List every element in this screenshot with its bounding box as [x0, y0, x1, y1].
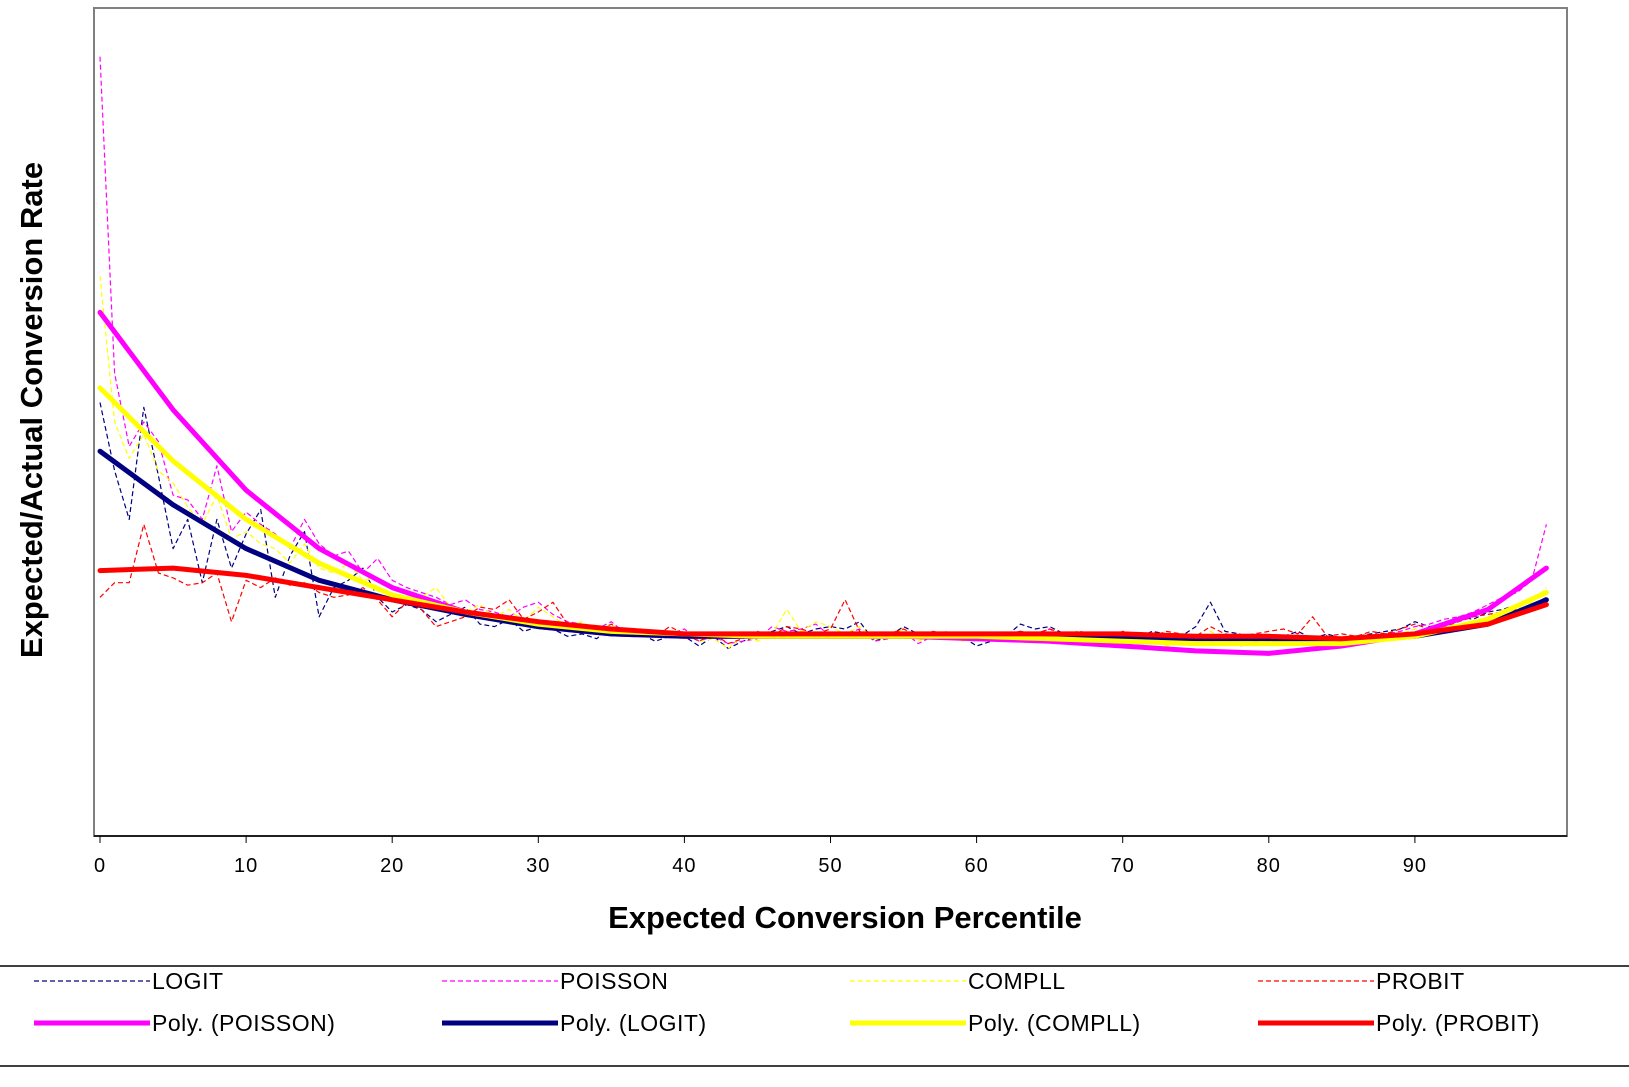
legend-label-compll: COMPLL [968, 968, 1066, 994]
x-tick-label: 50 [818, 855, 842, 877]
legend-label-poly-logit: Poly. (LOGIT) [560, 1010, 707, 1036]
x-tick-label: 70 [1111, 855, 1135, 877]
legend-label-poly-compll: Poly. (COMPLL) [968, 1010, 1141, 1036]
legend-label-probit: PROBIT [1376, 968, 1465, 994]
x-tick-label: 0 [94, 855, 106, 877]
x-tick-label: 60 [964, 855, 988, 877]
legend-label-poly-poisson: Poly. (POISSON) [152, 1010, 335, 1036]
x-tick-label: 30 [526, 855, 550, 877]
x-tick-label: 80 [1257, 855, 1281, 877]
y-axis-title: Expected/Actual Conversion Rate [14, 162, 49, 658]
series-line-poly-probit [97, 565, 1549, 642]
x-tick-label: 90 [1403, 855, 1427, 877]
x-tick-label: 20 [380, 855, 404, 877]
x-axis: 0 10 20 30 40 50 60 70 80 90 [94, 835, 1567, 877]
x-tick-label: 10 [234, 855, 258, 877]
legend-label-poisson: POISSON [560, 968, 668, 994]
x-tick-label: 40 [672, 855, 696, 877]
x-axis-title: Expected Conversion Percentile [608, 900, 1082, 935]
legend: LOGIT POISSON COMPLL PROBIT Poly. (POISSON) P… [0, 965, 1629, 1067]
series-layer [97, 56, 1549, 656]
plot-area [93, 7, 1568, 837]
legend-label-logit: LOGIT [152, 968, 224, 994]
legend-label-poly-probit: Poly. (PROBIT) [1376, 1010, 1540, 1036]
series-line-probit [99, 523, 1547, 645]
